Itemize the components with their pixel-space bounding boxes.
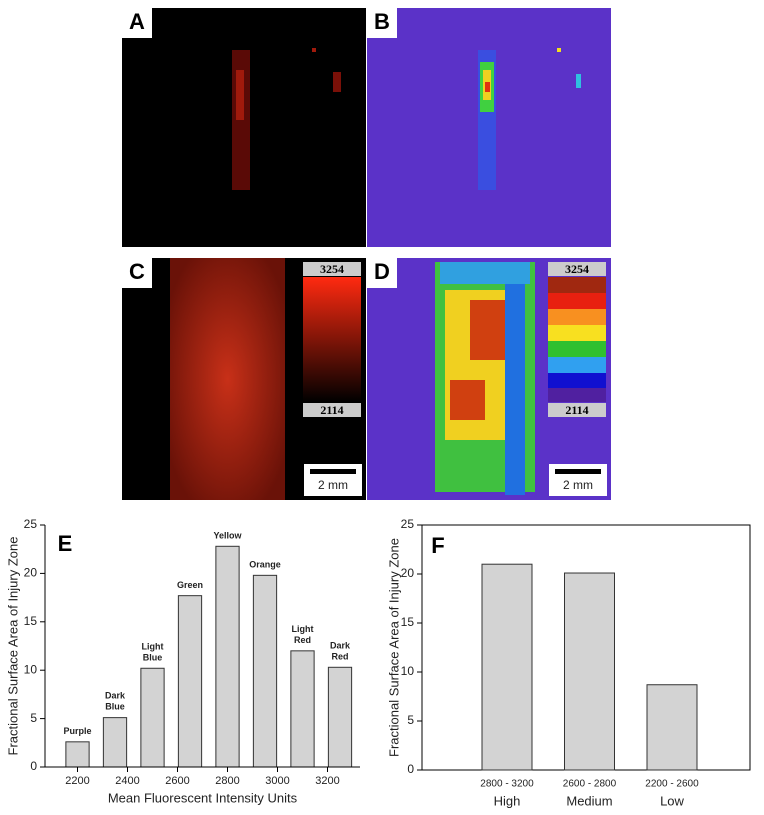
colorbar-max: 3254 xyxy=(565,262,589,276)
panel-label: D xyxy=(374,259,390,284)
panel-label: E xyxy=(58,531,73,556)
bar-label: Green xyxy=(177,580,203,590)
x-tick-label: 2800 xyxy=(215,775,239,787)
x-tick-label: 3200 xyxy=(315,775,339,787)
y-tick-label: 25 xyxy=(401,517,415,531)
scale-bar: 2 mm xyxy=(563,478,593,492)
y-tick-label: 15 xyxy=(401,615,415,629)
y-tick-label: 15 xyxy=(24,614,38,628)
bar xyxy=(327,666,353,768)
panel-label: F xyxy=(431,533,444,558)
y-axis-title: Fractional Surface Area of Injury Zone xyxy=(5,537,20,756)
x-tick-label: 2200 xyxy=(65,775,89,787)
colorbar xyxy=(548,277,606,402)
bar xyxy=(646,684,698,771)
bar-label: Dark Blue xyxy=(105,691,126,712)
bar xyxy=(215,545,240,768)
bar-label: Dark Red xyxy=(330,641,351,662)
panel-b-image: B xyxy=(367,8,611,247)
scale-bar: 2 mm xyxy=(318,478,348,492)
bar xyxy=(65,741,90,768)
x-tick-label: 3000 xyxy=(265,775,289,787)
range-label: 2200 - 2600 xyxy=(645,779,699,790)
panel-c-image: 3254 2114 2 mm C xyxy=(122,258,366,500)
y-axis-title: Fractional Surface Area of Injury Zone xyxy=(386,538,401,757)
y-tick-label: 10 xyxy=(24,662,38,676)
x-tick-label: Medium xyxy=(566,793,612,808)
x-tick-label: 2400 xyxy=(115,775,139,787)
panel-label-bg xyxy=(53,531,79,557)
bar xyxy=(481,563,533,771)
bar xyxy=(140,667,165,768)
panel-label: A xyxy=(129,9,145,34)
bar xyxy=(102,717,128,768)
panel-label: B xyxy=(374,9,390,34)
x-tick-label: High xyxy=(494,793,521,808)
panel-d-image: 3254 2114 2 mm D xyxy=(367,258,611,500)
colorbar-min: 2114 xyxy=(565,403,588,417)
bar xyxy=(290,650,315,768)
bar xyxy=(252,574,278,768)
y-tick-label: 20 xyxy=(401,566,415,580)
y-tick-label: 5 xyxy=(407,713,414,727)
bar xyxy=(564,572,615,771)
bar-label: Purple xyxy=(63,726,91,736)
range-label: 2600 - 2800 xyxy=(563,779,617,790)
x-tick-label: Low xyxy=(660,793,684,808)
y-tick-label: 0 xyxy=(30,759,37,773)
y-tick-label: 10 xyxy=(401,664,415,678)
bar xyxy=(177,595,203,768)
x-axis-title: Mean Fluorescent Intensity Units xyxy=(108,790,298,805)
x-tick-label: 2600 xyxy=(165,775,189,787)
y-tick-label: 0 xyxy=(407,762,414,776)
y-tick-label: 20 xyxy=(24,566,38,580)
bar-label: Yellow xyxy=(213,531,242,541)
panel-a-image: A xyxy=(122,8,366,247)
range-label: 2800 - 3200 xyxy=(480,779,534,790)
bar-label: Light Blue xyxy=(142,642,164,663)
panel-label: C xyxy=(129,259,145,284)
y-tick-label: 25 xyxy=(24,517,38,531)
bar-label: Orange xyxy=(249,560,281,570)
bar-label: Light Red xyxy=(292,624,314,645)
colorbar-max: 3254 xyxy=(320,262,344,276)
colorbar-min: 2114 xyxy=(320,403,343,417)
y-tick-label: 5 xyxy=(30,711,37,725)
